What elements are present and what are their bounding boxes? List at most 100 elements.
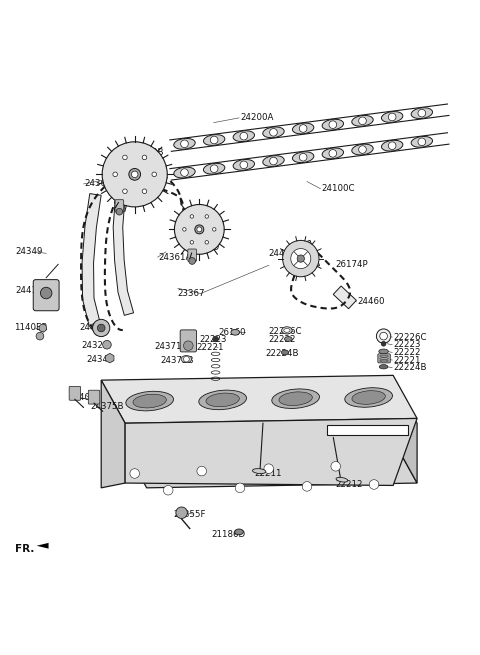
Text: 22221: 22221 — [196, 343, 224, 352]
Text: FR.: FR. — [15, 544, 35, 553]
FancyBboxPatch shape — [378, 354, 390, 363]
Circle shape — [359, 145, 366, 153]
Ellipse shape — [263, 127, 284, 138]
Ellipse shape — [263, 156, 284, 166]
Polygon shape — [393, 380, 417, 483]
Ellipse shape — [133, 394, 167, 408]
Ellipse shape — [174, 167, 195, 178]
Text: 23367: 23367 — [178, 289, 205, 298]
Circle shape — [291, 249, 311, 269]
Circle shape — [264, 464, 274, 474]
Text: 22223: 22223 — [199, 335, 227, 345]
Ellipse shape — [204, 134, 225, 145]
Text: 24361A: 24361A — [158, 253, 192, 261]
Text: 24420: 24420 — [80, 324, 107, 333]
Circle shape — [39, 324, 47, 332]
Text: 26160: 26160 — [218, 328, 246, 337]
Ellipse shape — [411, 136, 432, 147]
Text: 22224B: 22224B — [265, 349, 299, 358]
Text: 1140ER: 1140ER — [14, 324, 48, 333]
Ellipse shape — [235, 529, 243, 534]
Ellipse shape — [322, 148, 344, 159]
Circle shape — [40, 288, 52, 299]
Circle shape — [190, 215, 193, 218]
Ellipse shape — [199, 390, 247, 409]
Ellipse shape — [379, 365, 388, 369]
Ellipse shape — [292, 152, 314, 162]
Ellipse shape — [345, 388, 393, 407]
Ellipse shape — [206, 393, 240, 407]
Ellipse shape — [282, 327, 292, 334]
FancyBboxPatch shape — [188, 249, 196, 261]
Text: 24349: 24349 — [15, 248, 42, 256]
Circle shape — [130, 469, 140, 478]
Ellipse shape — [352, 115, 373, 126]
Circle shape — [183, 228, 186, 231]
Circle shape — [283, 240, 319, 277]
Text: 24361A: 24361A — [84, 179, 118, 189]
Circle shape — [113, 172, 118, 177]
Circle shape — [418, 109, 426, 117]
Circle shape — [102, 141, 167, 207]
Text: 24321: 24321 — [81, 341, 108, 350]
Circle shape — [359, 117, 366, 124]
Circle shape — [205, 240, 208, 244]
Text: 24200A: 24200A — [240, 113, 274, 122]
Circle shape — [116, 208, 123, 215]
Circle shape — [93, 320, 110, 337]
Text: 24100C: 24100C — [322, 184, 355, 193]
Circle shape — [183, 356, 189, 362]
Circle shape — [183, 341, 193, 350]
Text: 1140EJ: 1140EJ — [68, 393, 98, 402]
Circle shape — [123, 189, 127, 193]
FancyBboxPatch shape — [180, 330, 196, 352]
Circle shape — [376, 329, 391, 343]
Ellipse shape — [379, 349, 388, 354]
FancyBboxPatch shape — [33, 280, 59, 310]
Circle shape — [132, 171, 138, 178]
Text: 22226C: 22226C — [393, 333, 427, 341]
Circle shape — [213, 228, 216, 231]
Circle shape — [302, 481, 312, 491]
Circle shape — [195, 225, 204, 234]
Text: 24350D: 24350D — [185, 242, 219, 252]
Text: 24371B: 24371B — [155, 342, 188, 351]
Text: 24355F: 24355F — [173, 510, 205, 519]
Polygon shape — [123, 440, 417, 488]
Ellipse shape — [292, 123, 314, 134]
Circle shape — [213, 336, 218, 342]
Circle shape — [300, 153, 307, 161]
Circle shape — [180, 140, 188, 147]
Circle shape — [189, 257, 195, 265]
Polygon shape — [82, 194, 106, 335]
Circle shape — [36, 332, 44, 340]
Polygon shape — [113, 195, 133, 315]
Text: 22222: 22222 — [393, 348, 420, 357]
Text: 24471: 24471 — [269, 249, 296, 258]
Text: 22211: 22211 — [254, 470, 282, 478]
Text: 24460: 24460 — [357, 297, 385, 306]
Circle shape — [197, 466, 206, 476]
Ellipse shape — [411, 107, 432, 119]
Ellipse shape — [322, 119, 344, 130]
Circle shape — [205, 215, 208, 218]
Ellipse shape — [352, 144, 373, 155]
Ellipse shape — [174, 138, 195, 149]
Circle shape — [174, 204, 224, 254]
Polygon shape — [36, 543, 48, 549]
Ellipse shape — [126, 391, 173, 411]
Circle shape — [418, 138, 426, 145]
Ellipse shape — [233, 159, 254, 170]
Circle shape — [270, 157, 277, 165]
Ellipse shape — [285, 337, 292, 341]
Text: REF.20-221A: REF.20-221A — [328, 426, 381, 436]
Circle shape — [152, 172, 156, 177]
Circle shape — [240, 132, 248, 140]
Circle shape — [163, 485, 173, 495]
Circle shape — [180, 169, 188, 176]
Circle shape — [103, 341, 111, 349]
Ellipse shape — [382, 140, 403, 151]
Text: 22221: 22221 — [393, 356, 420, 365]
Circle shape — [300, 124, 307, 132]
FancyBboxPatch shape — [88, 390, 100, 404]
